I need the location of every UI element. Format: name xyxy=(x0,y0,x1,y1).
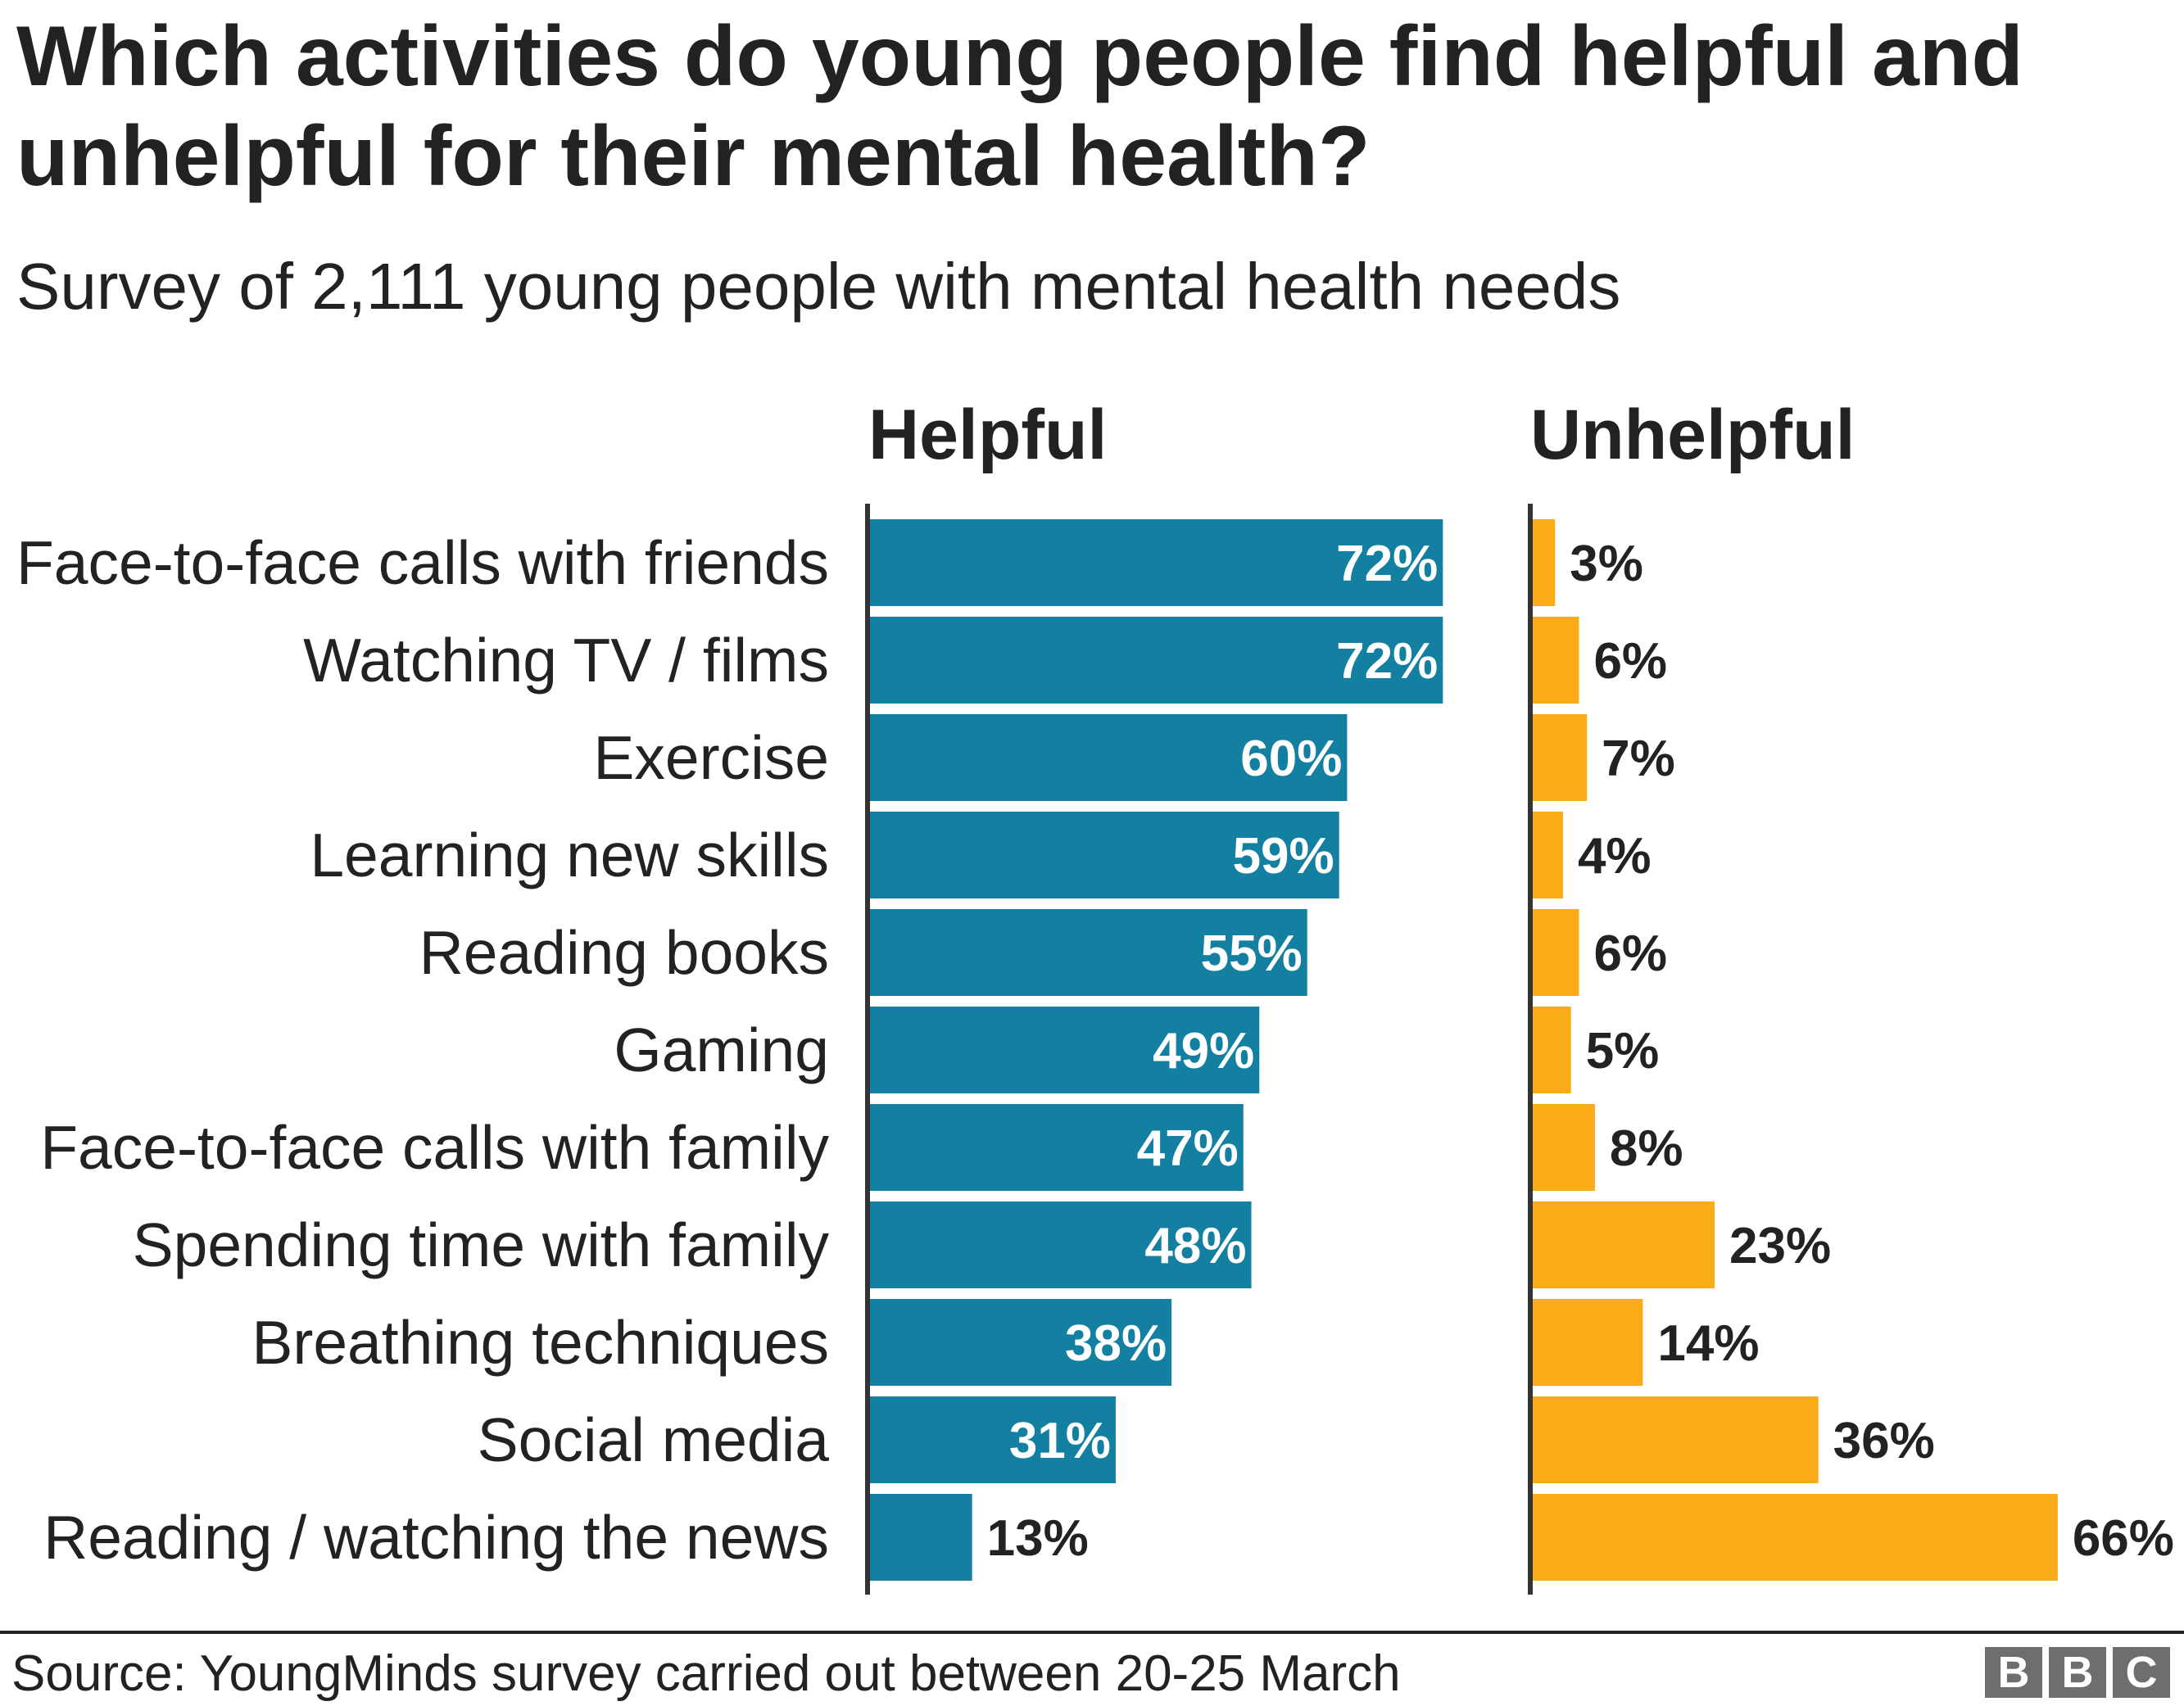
data-label: 8% xyxy=(1610,1120,1683,1177)
category-label: Reading / watching the news xyxy=(43,1503,829,1572)
data-label: 49% xyxy=(1153,1023,1254,1079)
axis-line xyxy=(1528,504,1533,1595)
data-label: 72% xyxy=(1336,633,1438,690)
unhelpful-bar xyxy=(1531,1201,1715,1288)
category-label: Face-to-face calls with friends xyxy=(16,528,829,597)
footer-divider xyxy=(0,1631,2184,1634)
data-label: 59% xyxy=(1233,828,1334,885)
helpful-bar xyxy=(868,1299,1172,1386)
category-label: Exercise xyxy=(593,723,829,792)
helpful-bar xyxy=(868,714,1348,801)
unhelpful-bar xyxy=(1531,909,1579,996)
helpful-bar xyxy=(868,617,1443,704)
data-label: 14% xyxy=(1657,1315,1759,1372)
unhelpful-bar xyxy=(1531,1494,2058,1581)
category-label: Face-to-face calls with family xyxy=(40,1113,829,1182)
unhelpful-header: Unhelpful xyxy=(1530,396,1855,474)
helpful-header: Helpful xyxy=(868,396,1108,474)
source-note: Source: YoungMinds survey carried out be… xyxy=(11,1645,1401,1702)
helpful-bar xyxy=(868,1494,972,1581)
data-label: 23% xyxy=(1729,1218,1831,1274)
data-label: 6% xyxy=(1593,925,1667,982)
unhelpful-bar xyxy=(1531,1396,1819,1483)
data-label: 5% xyxy=(1586,1023,1660,1079)
data-label: 47% xyxy=(1137,1120,1239,1177)
unhelpful-bar xyxy=(1531,714,1588,801)
data-label: 38% xyxy=(1065,1315,1167,1372)
category-label: Learning new skills xyxy=(310,821,829,889)
unhelpful-bar xyxy=(1531,617,1579,704)
category-label: Watching TV / films xyxy=(303,626,829,695)
category-label: Reading books xyxy=(419,918,829,987)
data-label: 6% xyxy=(1593,633,1667,690)
unhelpful-bar xyxy=(1531,1007,1571,1093)
helpful-bar xyxy=(868,909,1307,996)
category-label: Gaming xyxy=(614,1016,829,1084)
data-label: 13% xyxy=(987,1510,1089,1567)
chart-subtitle: Survey of 2,111 young people with mental… xyxy=(16,250,1621,323)
axis-line xyxy=(865,504,870,1595)
helpful-bar xyxy=(868,1007,1260,1093)
category-label: Spending time with family xyxy=(133,1210,830,1279)
helpful-bar xyxy=(868,519,1443,606)
data-label: 31% xyxy=(1009,1413,1111,1469)
helpful-bar xyxy=(868,1104,1244,1191)
helpful-bar xyxy=(868,1201,1252,1288)
data-label: 7% xyxy=(1602,731,1675,787)
data-label: 48% xyxy=(1144,1218,1246,1274)
unhelpful-bar xyxy=(1531,1104,1595,1191)
data-label: 36% xyxy=(1833,1413,1935,1469)
category-label: Social media xyxy=(478,1405,830,1474)
helpful-bar xyxy=(868,1396,1116,1483)
unhelpful-bar xyxy=(1531,812,1563,898)
data-label: 72% xyxy=(1336,536,1438,592)
helpful-bar xyxy=(868,812,1339,898)
data-label: 55% xyxy=(1201,925,1303,982)
data-label: 3% xyxy=(1570,536,1643,592)
category-label: Breathing techniques xyxy=(251,1308,829,1377)
unhelpful-bar xyxy=(1531,519,1556,606)
chart-title: Which activities do young people find he… xyxy=(16,9,2023,204)
data-label: 60% xyxy=(1240,731,1342,787)
unhelpful-bar xyxy=(1531,1299,1643,1386)
data-label: 4% xyxy=(1578,828,1652,885)
data-label: 66% xyxy=(2073,1510,2174,1567)
